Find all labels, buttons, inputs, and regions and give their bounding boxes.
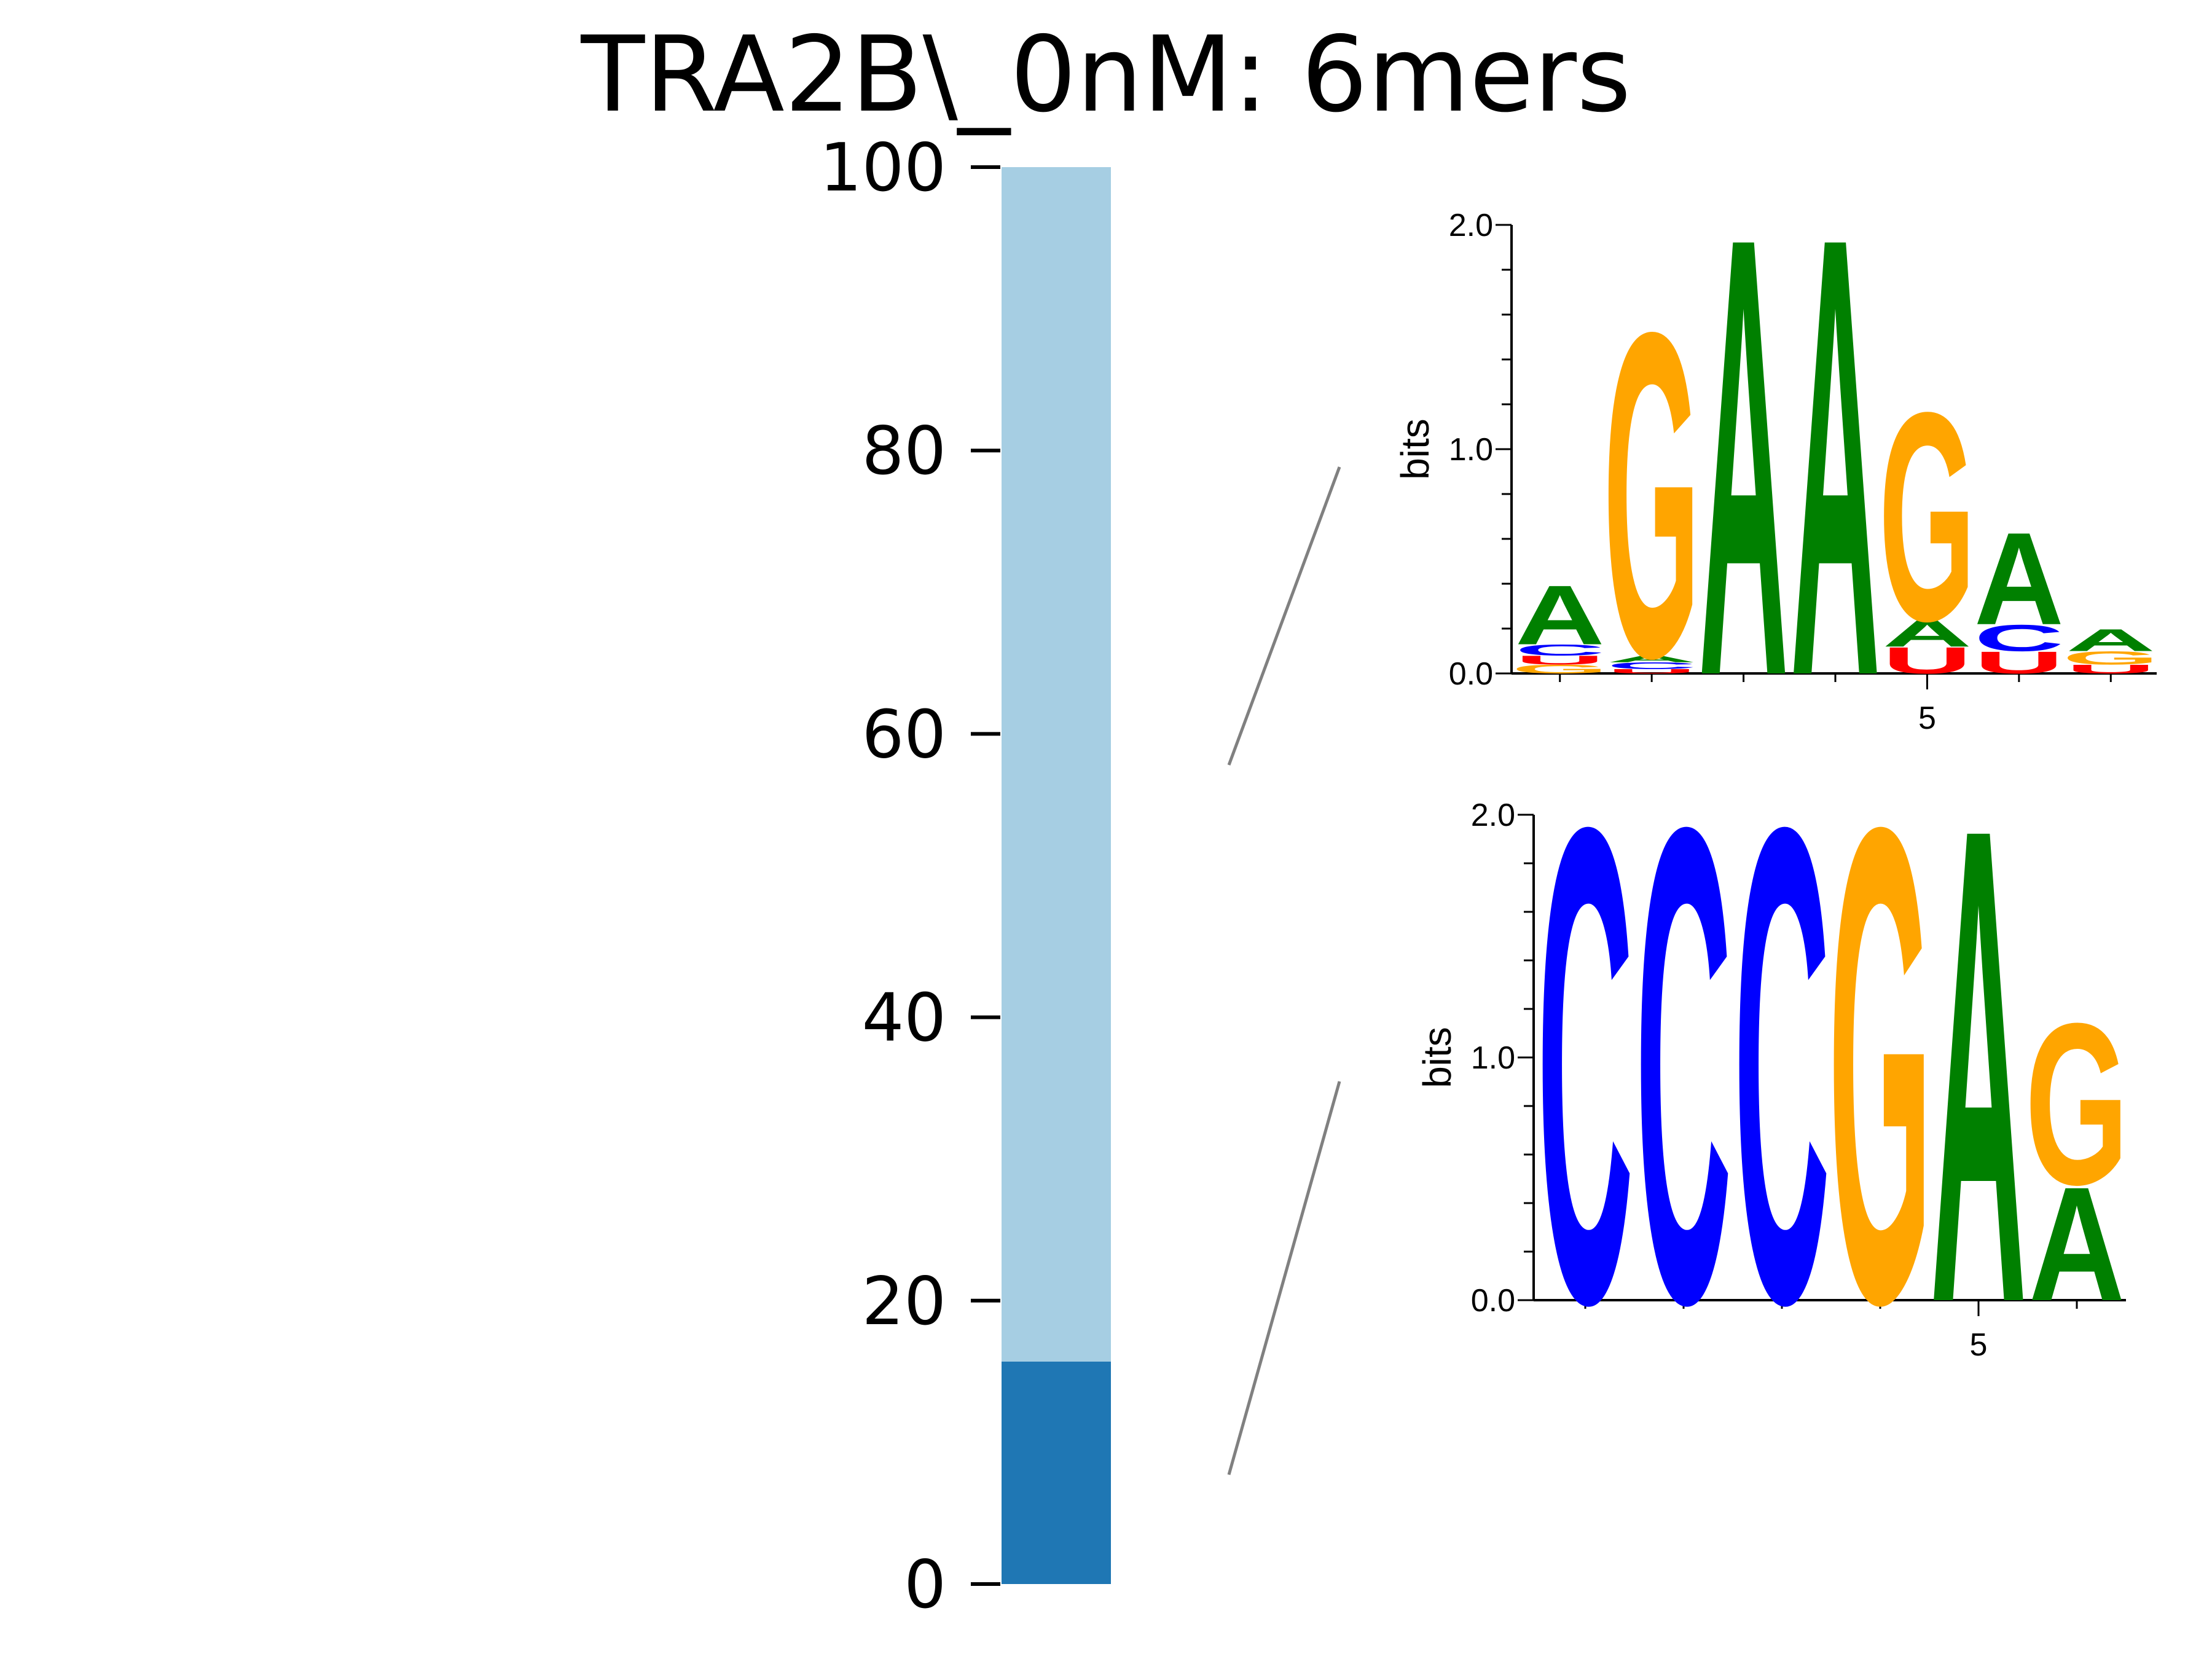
y-tick-label: 60	[862, 696, 946, 773]
nucleotide-U: U	[1882, 640, 1972, 681]
y-tick-label: 40	[862, 980, 946, 1057]
nucleotide-A: A	[1790, 106, 1880, 806]
logo-y-tick-label: 1.0	[1449, 432, 1493, 468]
logo-y-tick-label: 2.0	[1471, 798, 1515, 833]
nucleotide-U: U	[1974, 645, 2064, 680]
stacked-bar-chart: 0 20 40 60 80 100	[820, 130, 1111, 1623]
nucleotide-C: C	[1515, 641, 1605, 659]
logo-y-tick-label: 0.0	[1449, 656, 1493, 692]
y-tick-label: 20	[862, 1263, 946, 1340]
logo-x-tick-label: 5	[1970, 1327, 1988, 1363]
nucleotide-A: A	[1974, 506, 2064, 653]
bar-segment-0	[1002, 1361, 1111, 1584]
nucleotide-A: A	[1607, 654, 1696, 664]
logo-y-tick-label: 2.0	[1449, 208, 1493, 243]
connector-bottom-upper	[1227, 1081, 1341, 1475]
nucleotide-G: G	[2025, 975, 2129, 1233]
nucleotide-A: A	[2066, 623, 2155, 658]
nucleotide-C: C	[1974, 617, 2064, 659]
bar-segment-1	[1002, 167, 1111, 1362]
y-tick-label: 100	[820, 130, 946, 206]
nucleotide-G: G	[2063, 648, 2159, 669]
nucleotide-G: G	[1604, 237, 1700, 755]
chart-title: TRA2B\_0nM: 6mers	[580, 14, 1631, 136]
logo-y-label: bits	[1415, 1027, 1459, 1088]
nucleotide-C: C	[1734, 687, 1830, 1444]
nucleotide-U: U	[2066, 662, 2155, 677]
nucleotide-A: A	[1515, 568, 1605, 662]
logo-x-tick-label: 5	[1918, 700, 1936, 736]
y-tick-label: 0	[904, 1547, 946, 1623]
nucleotide-A: A	[1882, 613, 1972, 654]
logo-y-tick-label: 0.0	[1471, 1283, 1515, 1319]
nucleotide-G: G	[1879, 350, 1975, 683]
logo-y-label: bits	[1393, 418, 1437, 480]
nucleotide-A: A	[1931, 687, 2026, 1444]
connector-top-upper	[1227, 466, 1341, 766]
logo-y-tick-label: 1.0	[1471, 1040, 1515, 1076]
nucleotide-C: C	[1537, 687, 1633, 1444]
nucleotide-C: C	[1636, 687, 1732, 1444]
nucleotide-G: G	[1512, 662, 1608, 677]
nucleotide-G: G	[1829, 687, 1932, 1444]
nucleotide-U: U	[1607, 668, 1696, 675]
nucleotide-U: U	[1515, 653, 1605, 667]
nucleotide-C: C	[1607, 661, 1696, 671]
nucleotide-A: A	[1699, 106, 1789, 806]
y-tick-label: 80	[862, 413, 946, 490]
nucleotide-A: A	[2029, 1153, 2125, 1335]
